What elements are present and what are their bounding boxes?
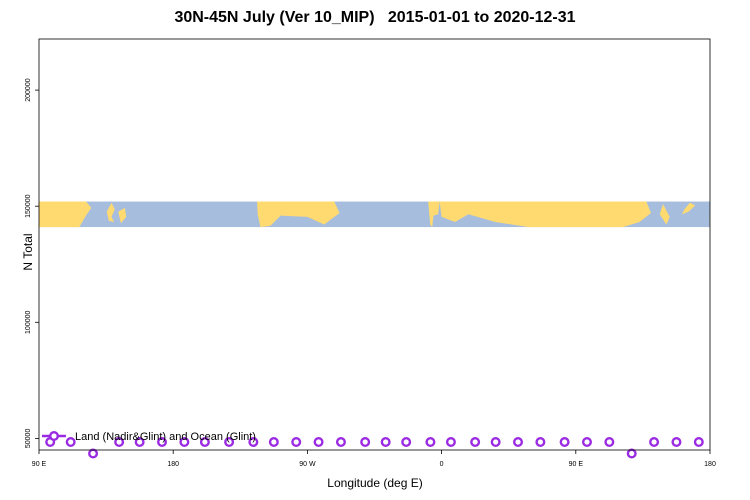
x-tick-label: 90 E bbox=[569, 461, 584, 468]
data-point bbox=[425, 437, 436, 448]
map-land bbox=[118, 207, 127, 224]
data-point bbox=[559, 437, 570, 448]
axes: 90 E 180 90 W 0 90 E 180 50000 100000 150000 2000… bbox=[25, 78, 716, 468]
y-tick-label: 100000 bbox=[25, 311, 32, 334]
data-point bbox=[114, 437, 125, 448]
legend: Land (Nadir&Glint) and Ocean (Glint) bbox=[42, 431, 256, 443]
map-land bbox=[39, 201, 92, 228]
data-point bbox=[179, 437, 190, 448]
data-point bbox=[360, 437, 371, 448]
map-land bbox=[428, 201, 440, 228]
world-map-band bbox=[39, 201, 710, 228]
data-point bbox=[693, 437, 704, 448]
y-tick-label: 200000 bbox=[25, 78, 32, 101]
x-tick-label: 90 E bbox=[32, 461, 47, 468]
x-tick-label: 90 W bbox=[299, 461, 316, 468]
data-point bbox=[199, 437, 210, 448]
data-point bbox=[157, 437, 168, 448]
legend-marker bbox=[49, 431, 60, 442]
data-point bbox=[470, 437, 481, 448]
data-point bbox=[248, 437, 259, 448]
data-point bbox=[88, 448, 99, 459]
data-point bbox=[581, 437, 592, 448]
plot-frame bbox=[38, 38, 711, 451]
data-point bbox=[268, 437, 279, 448]
data-point bbox=[671, 437, 682, 448]
data-point bbox=[65, 437, 76, 448]
map-land bbox=[681, 202, 696, 215]
data-point bbox=[445, 437, 456, 448]
map-land bbox=[106, 202, 115, 222]
y-tick-label: 150000 bbox=[25, 194, 32, 217]
data-point bbox=[649, 437, 660, 448]
data-point bbox=[313, 437, 324, 448]
data-point bbox=[626, 448, 637, 459]
y-axis-label: N Total bbox=[21, 233, 35, 271]
map-land bbox=[659, 204, 670, 225]
data-point bbox=[134, 437, 145, 448]
data-points bbox=[45, 437, 704, 459]
data-point bbox=[224, 437, 235, 448]
map-land bbox=[257, 201, 340, 228]
data-point bbox=[291, 437, 302, 448]
data-point bbox=[401, 437, 412, 448]
x-tick-label: 180 bbox=[167, 461, 179, 468]
map-land bbox=[439, 201, 651, 228]
data-point bbox=[535, 437, 546, 448]
legend-label: Land (Nadir&Glint) and Ocean (Glint) bbox=[75, 431, 256, 443]
data-point bbox=[490, 437, 501, 448]
data-point bbox=[604, 437, 615, 448]
chart-title: 30N-45N July (Ver 10_MIP) 2015-01-01 to … bbox=[174, 9, 576, 26]
data-point bbox=[513, 437, 524, 448]
x-tick-label: 0 bbox=[440, 461, 444, 468]
x-axis-label: Longitude (deg E) bbox=[327, 476, 423, 490]
data-point bbox=[335, 437, 346, 448]
data-point bbox=[380, 437, 391, 448]
x-tick-label: 180 bbox=[704, 461, 716, 468]
y-tick-label: 50000 bbox=[25, 429, 32, 449]
